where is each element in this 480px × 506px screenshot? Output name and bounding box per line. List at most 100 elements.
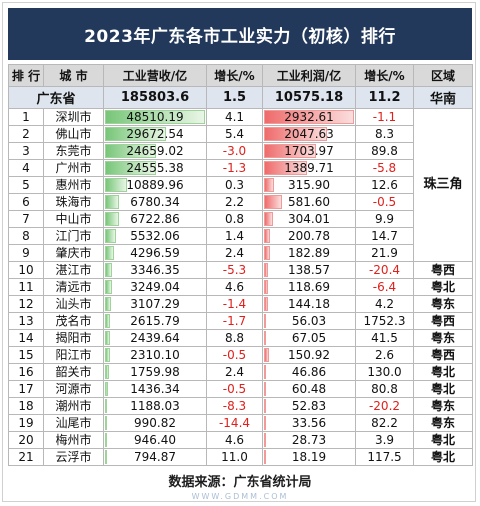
profit-bar (264, 280, 268, 294)
table-row: 14 揭阳市 2439.64 8.8 67.05 41.5 粤东 (8, 329, 473, 347)
image-frame (2, 2, 476, 502)
profit-bar (264, 212, 274, 226)
revenue-growth-cell: 2.4 (206, 363, 263, 381)
revenue-cell: 6722.86 (103, 210, 207, 228)
rank-cell: 12 (8, 295, 44, 313)
profit-bar-track: 581.60 (264, 195, 355, 210)
profit-cell: 315.90 (262, 176, 356, 194)
revenue-bar (105, 178, 128, 192)
table-row: 1 深圳市 48510.19 4.1 2932.61 -1.1 珠三角 (8, 108, 473, 262)
profit-cell: 2047.63 (262, 125, 356, 143)
profit-cell: 1703.97 (262, 142, 356, 160)
table-row: 7 中山市 6722.86 0.8 304.01 9.9 (8, 210, 473, 228)
city-cell: 惠州市 (43, 176, 104, 194)
profit-cell: 28.73 (262, 431, 356, 449)
rank-cell: 16 (8, 363, 44, 381)
header-profit-growth: 增长/% (355, 64, 414, 87)
table-row: 15 阳江市 2310.10 -0.5 150.92 2.6 粤西 (8, 346, 473, 364)
revenue-bar (105, 416, 108, 430)
profit-bar (264, 399, 266, 413)
revenue-growth-cell: -8.3 (206, 397, 263, 415)
revenue-value: 3346.35 (130, 263, 180, 277)
revenue-value: 990.82 (134, 416, 176, 430)
profit-cell: 18.19 (262, 448, 356, 466)
city-cell: 江门市 (43, 227, 104, 245)
profit-bar (264, 263, 269, 277)
profit-bar-track: 304.01 (264, 212, 355, 227)
profit-bar (264, 144, 317, 158)
revenue-cell: 990.82 (103, 414, 207, 432)
revenue-growth-cell: -1.3 (206, 159, 263, 177)
revenue-bar-track: 10889.96 (105, 178, 206, 193)
revenue-cell: 1188.03 (103, 397, 207, 415)
revenue-growth-cell: -0.5 (206, 380, 263, 398)
province-region: 华南 (413, 86, 473, 109)
revenue-growth-cell: 4.1 (206, 108, 263, 126)
profit-bar-track: 56.03 (264, 314, 355, 329)
profit-bar-track: 2047.63 (264, 127, 355, 142)
profit-bar (264, 365, 266, 379)
profit-bar-track: 138.57 (264, 263, 355, 278)
revenue-cell: 794.87 (103, 448, 207, 466)
table-row: 4 广州市 24555.38 -1.3 1389.71 -5.8 (8, 159, 473, 177)
city-cell: 东莞市 (43, 142, 104, 160)
table-row: 9 肇庆市 4296.59 2.4 182.89 21.9 (8, 244, 473, 262)
table-row: 10 湛江市 3346.35 -5.3 138.57 -20.4 粤西 (8, 261, 473, 279)
revenue-bar-track: 3249.04 (105, 280, 206, 295)
ranking-table: 排 行 城 市 工业营收/亿 增长/% 工业利润/亿 增长/% 区域 广东省 1… (8, 64, 473, 466)
profit-growth-cell: 3.9 (355, 431, 414, 449)
revenue-cell: 1759.98 (103, 363, 207, 381)
rank-cell: 14 (8, 329, 44, 347)
revenue-cell: 4296.59 (103, 244, 207, 262)
profit-value: 18.19 (291, 450, 327, 464)
revenue-cell: 48510.19 (103, 108, 207, 126)
revenue-cell: 6780.34 (103, 193, 207, 211)
rank-cell: 2 (8, 125, 44, 143)
revenue-bar-track: 4296.59 (105, 246, 206, 261)
profit-value: 2932.61 (284, 110, 334, 124)
revenue-value: 2439.64 (130, 331, 180, 345)
profit-bar-track: 1389.71 (264, 161, 355, 176)
revenue-growth-cell: -5.3 (206, 261, 263, 279)
profit-bar (264, 382, 266, 396)
profit-value: 28.73 (291, 433, 327, 447)
profit-bar-track: 52.83 (264, 399, 355, 414)
province-profit-growth: 11.2 (355, 86, 414, 109)
revenue-growth-cell: 1.4 (206, 227, 263, 245)
profit-growth-cell: 1752.3 (355, 312, 414, 330)
profit-cell: 56.03 (262, 312, 356, 330)
watermark-url: WWW.GDMM.COM (191, 492, 289, 501)
region-cell: 粤东 (413, 295, 473, 313)
rank-cell: 21 (8, 448, 44, 466)
profit-value: 304.01 (288, 212, 330, 226)
city-cell: 云浮市 (43, 448, 104, 466)
profit-bar-track: 150.92 (264, 348, 355, 363)
revenue-cell: 5532.06 (103, 227, 207, 245)
rank-cell: 3 (8, 142, 44, 160)
header-revenue: 工业营收/亿 (103, 64, 207, 87)
ranking-table-panel: 2023年广东各市工业实力（初核）排行 排 行 城 市 工业营收/亿 增长/% … (8, 8, 473, 466)
region-cell: 粤西 (413, 312, 473, 330)
profit-bar (264, 229, 271, 243)
revenue-bar (105, 399, 108, 413)
header-row: 排 行 城 市 工业营收/亿 增长/% 工业利润/亿 增长/% 区域 (8, 64, 473, 87)
revenue-bar (105, 195, 119, 209)
revenue-bar-track: 24659.02 (105, 144, 206, 159)
revenue-value: 24555.38 (126, 161, 184, 175)
revenue-cell: 24555.38 (103, 159, 207, 177)
revenue-cell: 2310.10 (103, 346, 207, 364)
table-row: 13 茂名市 2615.79 -1.7 56.03 1752.3 粤西 (8, 312, 473, 330)
city-cell: 中山市 (43, 210, 104, 228)
profit-cell: 33.56 (262, 414, 356, 432)
revenue-growth-cell: -3.0 (206, 142, 263, 160)
revenue-bar-track: 946.40 (105, 433, 206, 448)
table-row: 17 河源市 1436.34 -0.5 60.48 80.8 粤北 (8, 380, 473, 398)
revenue-bar-track: 29672.54 (105, 127, 206, 142)
revenue-growth-cell: -14.4 (206, 414, 263, 432)
profit-bar (264, 110, 354, 124)
province-revenue: 185803.6 (103, 86, 207, 109)
revenue-cell: 3107.29 (103, 295, 207, 313)
profit-value: 56.03 (291, 314, 327, 328)
rank-cell: 20 (8, 431, 44, 449)
revenue-bar-track: 1759.98 (105, 365, 206, 380)
